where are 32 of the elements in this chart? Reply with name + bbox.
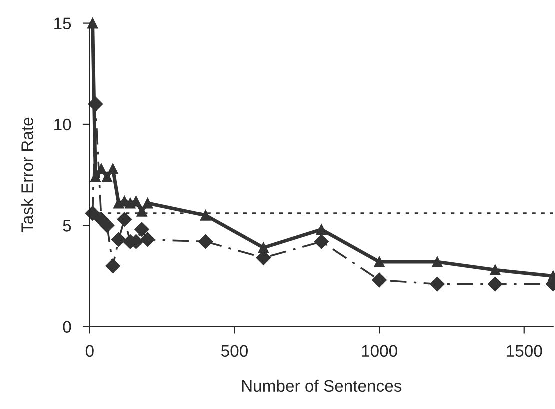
point bbox=[374, 256, 385, 268]
point bbox=[200, 210, 212, 221]
y-axis-title: Task Error Rate bbox=[21, 118, 34, 233]
point bbox=[140, 232, 156, 248]
x-tick-label: 1500 bbox=[507, 345, 542, 358]
point bbox=[372, 272, 387, 288]
point bbox=[117, 212, 132, 227]
x-axis-title: Number of Sentences bbox=[242, 380, 402, 392]
y-tick-label: 10 bbox=[54, 118, 72, 131]
point bbox=[136, 206, 148, 217]
y-tick-label: 15 bbox=[54, 18, 72, 30]
point bbox=[316, 224, 328, 236]
point bbox=[111, 232, 126, 248]
point bbox=[88, 96, 104, 112]
point bbox=[198, 234, 214, 250]
y-tick-label: 5 bbox=[63, 220, 72, 232]
point bbox=[102, 172, 113, 182]
point bbox=[430, 276, 445, 292]
x-tick-label: 0 bbox=[86, 345, 94, 358]
point bbox=[488, 276, 503, 292]
point bbox=[134, 222, 150, 238]
point bbox=[432, 256, 443, 268]
point bbox=[87, 18, 98, 29]
point bbox=[100, 218, 115, 234]
point bbox=[106, 258, 120, 274]
x-tick-label: 500 bbox=[221, 345, 248, 358]
y-tick-label: 0 bbox=[63, 321, 72, 333]
point bbox=[108, 164, 118, 174]
point bbox=[142, 198, 154, 209]
x-tick-label: 1000 bbox=[362, 345, 398, 358]
point bbox=[314, 234, 330, 250]
point bbox=[490, 264, 501, 276]
